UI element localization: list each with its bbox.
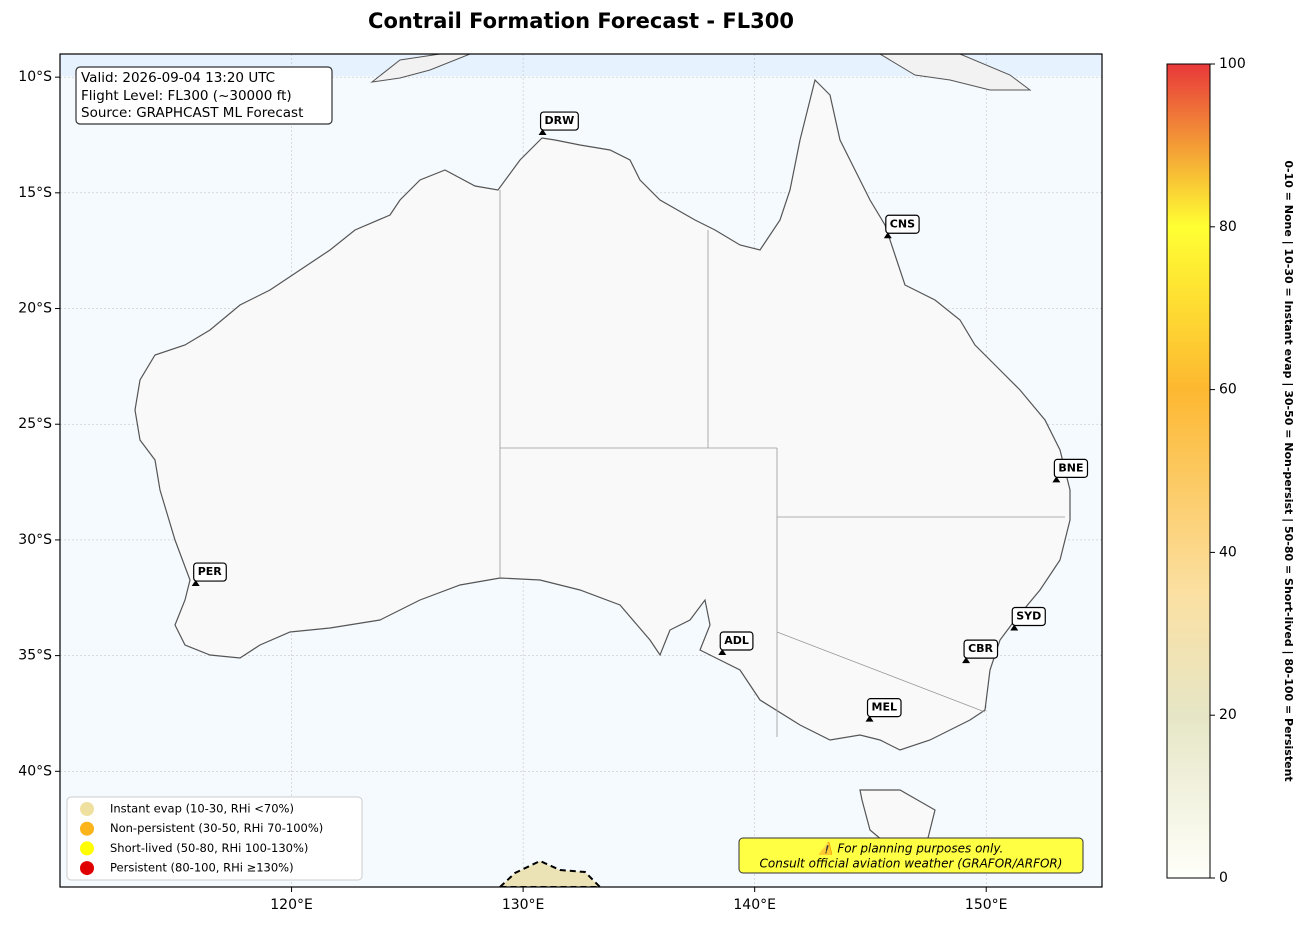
legend-box [66,796,363,881]
info-box [75,66,333,125]
colorbar-tick-label: 100 [1219,56,1246,72]
australia [134,78,1071,751]
info-line: Flight Level: FL300 (~30000 ft) [81,88,292,104]
disclaimer: ⚠️ For planning purposes only. [819,842,1004,856]
city-label-box [963,639,999,659]
colorbar-tick-label: 0 [1219,870,1228,886]
forecast-area [498,859,602,887]
city-label: MEL [872,701,897,714]
city-label-box [193,562,227,582]
city-marker [883,232,892,239]
city-marker [538,129,547,136]
new-guinea [370,54,1032,91]
city-label: PER [198,565,223,578]
city-label-box [539,111,579,131]
city-marker [962,657,971,664]
x-tick-label: 130°E [502,897,545,913]
y-tick-label: 20°S [18,301,52,317]
y-tick-label: 35°S [18,648,52,664]
map-frame [59,53,1103,888]
cities: DRW CNS BNE PER ADL SYD CBR MEL [191,111,1089,722]
city-label: SYD [1016,609,1041,622]
y-tick-label: 30°S [18,532,52,548]
city-label: CBR [968,642,993,655]
legend-label: Non-persistent (30-50, RHi 70-100%) [110,821,323,835]
city-label: ADL [724,634,749,647]
land [134,54,1071,887]
state-borders [499,190,1065,737]
y-tick-label: 10°S [18,69,52,85]
legend: Instant evap (10-30, RHi <70%) Non-persis… [80,802,323,876]
colorbar [1166,63,1211,879]
legend-swatch [80,821,94,836]
legend-label: Instant evap (10-30, RHi <70%) [110,802,294,816]
city-label-box [1053,458,1089,478]
colorbar-label: 0-10 = None | 10-30 = Instant evap | 30-… [1282,160,1295,781]
y-tick-label: 25°S [18,416,52,432]
y-tick-label: 40°S [18,763,52,779]
info-line: Source: GRAPHCAST ML Forecast [81,105,303,121]
colorbar-tick-label: 20 [1219,707,1237,723]
city-label-box [885,214,920,234]
legend-label: Persistent (80-100, RHi ≥130%) [110,861,294,875]
x-tick-label: 140°E [733,897,776,913]
disclaimer-box [738,837,1084,874]
colorbar-tick-label: 80 [1219,219,1237,235]
y-tick-label: 15°S [18,185,52,201]
city-label-box [1011,606,1046,627]
info-line: Valid: 2026-09-04 13:20 UTC [81,70,275,86]
colorbar-tick-label: 60 [1219,382,1237,398]
city-marker [865,715,874,722]
city-marker [191,580,200,587]
city-marker [1010,624,1019,631]
legend-swatch [80,841,94,856]
city-label: DRW [545,114,575,127]
legend-swatch [80,861,94,876]
legend-label: Short-lived (50-80, RHi 100-130%) [110,841,308,855]
chart-title: Contrail Formation Forecast - FL300 [368,9,794,33]
city-label: CNS [890,217,915,230]
colorbar-tick-label: 40 [1219,544,1237,560]
city-label-box [719,631,754,651]
city-marker [718,648,727,655]
city-label-box [866,698,902,718]
disclaimer: Consult official aviation weather (GRAFO… [760,857,1063,871]
legend-swatch [80,802,94,816]
x-tick-label: 120°E [270,897,313,913]
city-marker [1052,476,1061,483]
city-label: BNE [1058,461,1083,474]
x-tick-label: 150°E [965,897,1008,913]
